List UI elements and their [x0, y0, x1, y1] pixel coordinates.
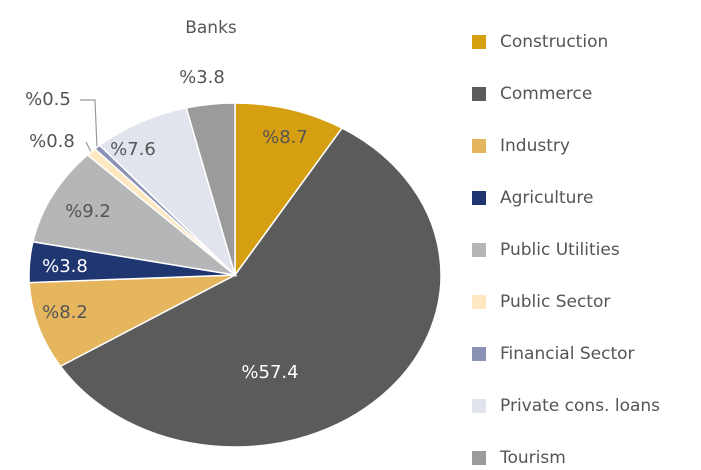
chart-title: Banks	[185, 18, 237, 38]
legend-label: Financial Sector	[500, 344, 635, 364]
legend-swatch	[472, 35, 486, 49]
legend-swatch	[472, 191, 486, 205]
pie-slice	[98, 107, 237, 278]
legend-label: Tourism	[499, 448, 566, 466]
pie-slice	[28, 274, 236, 368]
data-label: %3.8	[42, 256, 88, 277]
data-label: %3.8	[179, 67, 225, 88]
legend-label: Public Sector	[500, 292, 610, 312]
legend-swatch	[472, 139, 486, 153]
legend-label: Industry	[500, 136, 570, 156]
legend-swatch	[472, 451, 486, 465]
legend-label: Public Utilities	[500, 240, 620, 260]
data-label: %8.7	[262, 127, 308, 148]
pie-slice	[31, 153, 238, 277]
legend-label: Commerce	[500, 84, 592, 104]
pie-slice	[185, 102, 236, 276]
data-label: %7.6	[110, 139, 156, 160]
legend-swatch	[472, 295, 486, 309]
legend-swatch	[472, 243, 486, 257]
data-label: %57.4	[241, 362, 298, 383]
legend-label: Agriculture	[500, 188, 594, 208]
data-label: %9.2	[65, 201, 111, 222]
pie-slice	[234, 102, 344, 278]
legend-label: Private cons. loans	[500, 396, 660, 416]
leader-line	[80, 99, 98, 149]
data-label: %0.5	[25, 89, 71, 110]
legend-swatch	[472, 347, 486, 361]
legend-swatch	[472, 399, 486, 413]
data-label: %0.8	[29, 131, 75, 152]
legend-swatch	[472, 87, 486, 101]
data-label: %8.2	[42, 302, 88, 323]
legend-label: Construction	[500, 32, 608, 52]
leader-line	[85, 141, 92, 153]
pie-slice	[59, 127, 442, 448]
